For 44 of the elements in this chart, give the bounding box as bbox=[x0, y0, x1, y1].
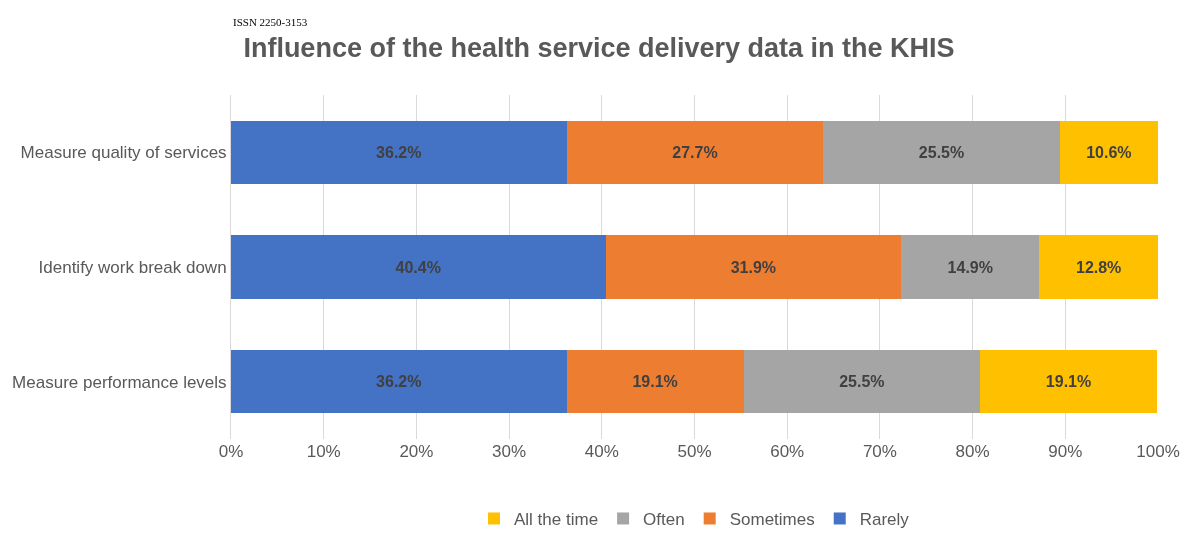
data-label: 31.9% bbox=[730, 258, 777, 276]
data-label: 10.6% bbox=[1086, 143, 1132, 161]
bar bbox=[980, 350, 1158, 414]
x-tick-label: 10% bbox=[306, 442, 341, 461]
legend-label: Often bbox=[643, 510, 685, 530]
bar bbox=[605, 235, 902, 299]
x-tick-label: 90% bbox=[1048, 442, 1083, 461]
x-tick-label: 80% bbox=[955, 442, 990, 461]
bar bbox=[231, 235, 606, 299]
bar bbox=[901, 235, 1040, 299]
text: ISSN 2250-3153 bbox=[233, 16, 308, 28]
bar bbox=[566, 350, 744, 414]
x-tick-label: 20% bbox=[399, 442, 434, 461]
x-tick-label: 100% bbox=[1136, 442, 1180, 461]
bar bbox=[1039, 235, 1158, 299]
data-label: 19.1% bbox=[1045, 373, 1092, 391]
x-tick-label: 0% bbox=[218, 442, 244, 461]
data-label: 19.1% bbox=[632, 373, 678, 391]
y-tick-label: Identify work break down bbox=[38, 257, 227, 277]
x-tick-label: 70% bbox=[862, 442, 897, 461]
data-label: 25.5% bbox=[839, 373, 885, 391]
bar bbox=[231, 120, 567, 184]
data-label: 27.7% bbox=[672, 143, 718, 161]
y-tick-label: Measure performance levels bbox=[12, 372, 227, 392]
data-label: 36.2% bbox=[376, 373, 422, 391]
data-label: 12.8% bbox=[1075, 258, 1122, 276]
data-label: 25.5% bbox=[918, 143, 965, 161]
legend-label: All the time bbox=[514, 510, 599, 530]
data-label: 40.4% bbox=[395, 258, 441, 276]
x-tick-label: 30% bbox=[492, 442, 527, 461]
x-tick-label: 60% bbox=[770, 442, 805, 461]
bar bbox=[231, 350, 567, 414]
x-tick-label: 40% bbox=[584, 442, 619, 461]
y-tick-label: Measure quality of services bbox=[20, 143, 227, 163]
bar bbox=[566, 120, 824, 184]
bar bbox=[1059, 120, 1158, 184]
legend-label: Rarely bbox=[859, 510, 910, 530]
bar bbox=[823, 120, 1060, 184]
chart-title: Influence of the health service delivery data in the KHIS bbox=[243, 33, 955, 64]
data-label: 14.9% bbox=[947, 258, 993, 276]
x-tick-label: 50% bbox=[677, 442, 712, 461]
legend-label: Sometimes bbox=[729, 510, 815, 530]
bar bbox=[743, 350, 981, 414]
data-label: 36.2% bbox=[376, 143, 422, 161]
